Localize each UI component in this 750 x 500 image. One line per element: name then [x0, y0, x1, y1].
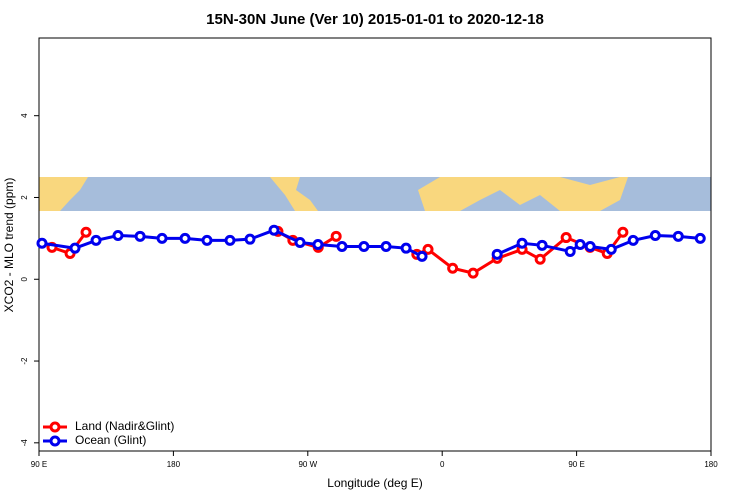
y-tick-label: -2: [20, 357, 29, 365]
point: [224, 234, 236, 246]
point: [201, 234, 213, 246]
point: [330, 230, 342, 242]
point: [560, 232, 572, 244]
point: [564, 245, 576, 257]
point: [380, 241, 392, 253]
x-tick-label: 180: [167, 460, 181, 469]
point: [179, 232, 191, 244]
point: [584, 241, 596, 253]
point: [605, 243, 617, 255]
point: [268, 224, 280, 236]
point: [294, 236, 306, 248]
point: [358, 241, 370, 253]
point: [134, 230, 146, 242]
chart-title: 15N-30N June (Ver 10) 2015-01-01 to 2020…: [206, 11, 544, 28]
point: [69, 242, 81, 254]
point: [534, 253, 546, 265]
point: [422, 243, 434, 255]
point: [627, 234, 639, 246]
point: [467, 267, 479, 279]
x-tick-label: 180: [704, 460, 718, 469]
point: [112, 230, 124, 242]
point: [617, 226, 629, 238]
point: [491, 248, 503, 260]
point: [416, 250, 428, 262]
legend-label: Ocean (Glint): [75, 433, 146, 447]
y-tick-label: -4: [20, 439, 29, 447]
x-axis-label: Longitude (deg E): [327, 476, 422, 490]
legend-marker: [49, 435, 61, 447]
map-strip: [39, 177, 711, 211]
y-tick-label: 0: [20, 276, 29, 281]
point: [36, 237, 48, 249]
point: [312, 239, 324, 250]
point: [536, 239, 548, 251]
legend-marker: [49, 421, 61, 433]
x-tick-label: 90 E: [31, 460, 47, 469]
point: [516, 237, 528, 249]
point: [694, 232, 706, 244]
point: [649, 230, 661, 242]
point: [80, 226, 92, 238]
y-tick-label: 4: [20, 113, 29, 118]
point: [244, 233, 256, 245]
x-tick-label: 90 W: [298, 460, 317, 469]
x-tick-label: 90 E: [568, 460, 584, 469]
point: [400, 242, 412, 254]
point: [447, 262, 459, 274]
point: [672, 230, 684, 242]
point: [574, 239, 586, 250]
point: [336, 241, 348, 253]
point: [156, 232, 168, 244]
point: [90, 234, 102, 246]
legend-label: Land (Nadir&Glint): [75, 419, 174, 433]
y-axis-label: XCO2 - MLO trend (ppm): [2, 178, 16, 313]
x-tick-label: 0: [440, 460, 445, 469]
y-tick-label: 2: [20, 195, 29, 200]
